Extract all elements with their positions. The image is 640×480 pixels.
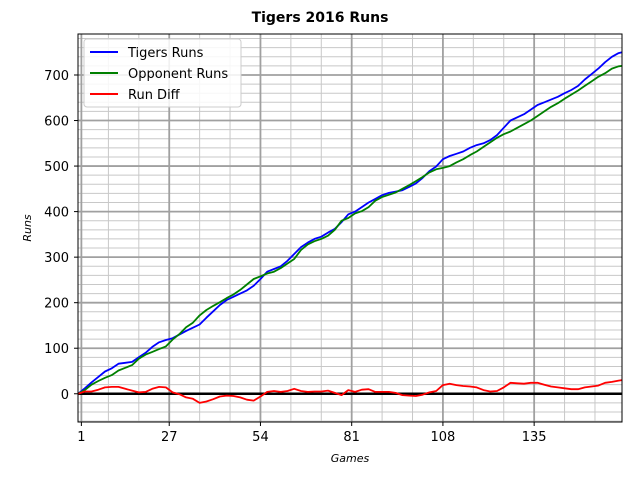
x-tick-label: 108: [431, 430, 456, 445]
y-tick-label: 500: [44, 160, 69, 175]
legend: Tigers Runs Opponent Runs Run Diff: [83, 38, 242, 108]
axis-ticks: 1 27 54 81 108 135 0 100 200 300 400 500 600 700: [44, 69, 546, 445]
y-tick-label: 0: [61, 388, 69, 403]
series-line-1: [77, 65, 623, 395]
x-tick-label: 27: [161, 430, 178, 445]
x-tick-label: 81: [343, 430, 360, 445]
x-tick-label: 1: [77, 430, 85, 445]
legend-label-1: Opponent Runs: [128, 67, 228, 82]
chart-title: Tigers 2016 Runs: [252, 10, 389, 26]
y-tick-label: 600: [44, 115, 69, 130]
legend-label-0: Tigers Runs: [127, 46, 204, 61]
y-tick-label: 100: [44, 342, 69, 357]
legend-label-2: Run Diff: [128, 88, 181, 103]
x-tick-label: 54: [252, 430, 269, 445]
x-axis-label: Games: [331, 452, 370, 465]
y-tick-label: 300: [44, 251, 69, 266]
plot-frame: [77, 33, 623, 423]
y-axis-label: Runs: [21, 214, 34, 242]
series-line-0: [77, 51, 623, 395]
x-tick-label: 135: [522, 430, 547, 445]
legend-box: [83, 38, 242, 108]
series-lines: [77, 51, 623, 404]
y-tick-label: 700: [44, 69, 69, 84]
y-tick-label: 200: [44, 297, 69, 312]
series-line-2: [77, 379, 623, 404]
y-tick-label: 400: [44, 206, 69, 221]
